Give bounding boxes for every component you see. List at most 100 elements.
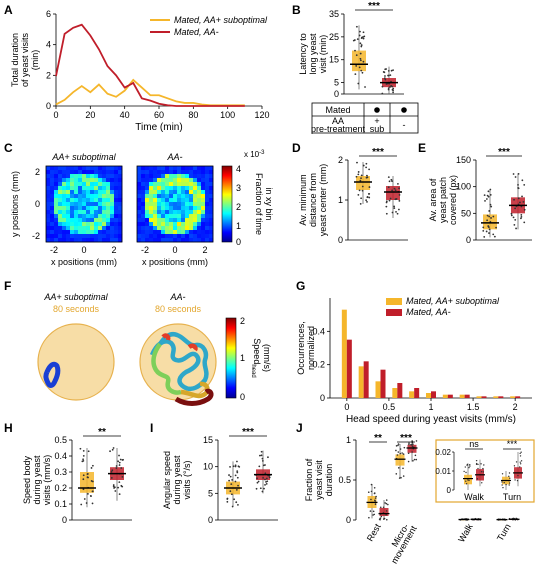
significance-label: *** (368, 1, 380, 12)
heatmap-cell (114, 226, 119, 231)
data-point (520, 217, 522, 220)
bar-series2 (431, 391, 436, 398)
heatmap-cell (201, 222, 206, 227)
data-point (408, 442, 410, 445)
heatmap-cell (90, 226, 95, 231)
y-axis-label-line: long yeast (308, 33, 318, 75)
data-point (121, 476, 124, 478)
heatmap-cell (177, 166, 182, 171)
heatmap-cell (98, 186, 103, 191)
heatmap-cell (165, 198, 170, 203)
heatmap-cell (102, 210, 107, 215)
heatmap-cell (193, 194, 198, 199)
trajectory-left-title: AA+ suboptimal (43, 292, 108, 302)
heatmap-cell (193, 206, 198, 211)
heatmap-cell (201, 210, 206, 215)
data-point (369, 510, 372, 512)
bar-series1 (375, 381, 381, 398)
panel-label-f: F (4, 279, 11, 293)
heatmap-cell (137, 222, 142, 227)
heatmap-cell (181, 166, 186, 171)
heatmap-cell (205, 182, 210, 187)
data-point (389, 86, 391, 88)
heatmap-cell (114, 206, 119, 211)
data-point (233, 498, 236, 501)
heatmap-cell (46, 226, 51, 231)
data-point (118, 464, 121, 466)
trajectory-left (43, 361, 61, 388)
data-point (366, 196, 369, 198)
heatmap-cell (173, 186, 178, 191)
colorbar-tick: 0 (236, 237, 241, 247)
heatmap-cell (165, 230, 170, 235)
heatmap-cell (137, 218, 142, 223)
data-point (392, 69, 394, 72)
data-point (367, 491, 370, 494)
heatmap-cell (161, 182, 166, 187)
heatmap-cell (94, 202, 99, 207)
data-point (357, 173, 360, 176)
data-point (82, 458, 84, 461)
heatmap-cell (185, 186, 190, 191)
heatmap-cell (78, 230, 83, 235)
y-axis-label-line: yeast center (mm) (318, 164, 328, 237)
heatmap-cell (94, 182, 99, 187)
data-point (523, 208, 526, 211)
data-point (91, 464, 94, 467)
heatmap-cell (78, 166, 83, 171)
legend-label: Mated, AA- (406, 307, 451, 317)
data-point (490, 217, 492, 219)
heatmap-cell (74, 210, 79, 215)
heatmap-cell (70, 178, 75, 183)
data-point (356, 38, 359, 40)
heatmap-cell (169, 234, 174, 239)
data-point (360, 174, 363, 177)
heatmap-cell (118, 230, 123, 235)
data-point (261, 460, 264, 462)
heatmap-cell (153, 178, 158, 183)
y-axis-label-line: normalized (306, 326, 316, 370)
heatmap-cell (165, 210, 170, 215)
y-tick-label: 4 (46, 40, 51, 50)
heatmap-cell (153, 194, 158, 199)
heatmap-cell (110, 238, 115, 243)
heatmap-cell (102, 186, 107, 191)
x-axis-label: Time (min) (135, 122, 182, 133)
inset-data-point (463, 470, 465, 473)
heatmap-cell (78, 222, 83, 227)
inset-data-point (517, 474, 519, 477)
heatmap-cell (157, 190, 162, 195)
table-sub: sub (370, 124, 385, 134)
heatmap-cell (141, 206, 146, 211)
heatmap-cell (62, 214, 67, 219)
heatmap-cell (185, 234, 190, 239)
heatmap-cell (161, 230, 166, 235)
heatmap-cell (169, 166, 174, 171)
x-tick-label: 0.5 (383, 402, 396, 412)
heatmap-xlabel: x positions (mm) (142, 257, 208, 267)
heatmap-cell (74, 194, 79, 199)
bar-series2 (414, 388, 420, 398)
heatmap-cell (145, 230, 150, 235)
heatmap-cell (205, 206, 210, 211)
inset-data-point (501, 473, 504, 475)
heatmap-cell (161, 186, 166, 191)
heatmap-ytick: 0 (35, 199, 40, 209)
legend-swatch (386, 298, 402, 305)
data-point (391, 189, 393, 192)
heatmap-cell (141, 170, 146, 175)
heatmap-cell (193, 214, 198, 219)
panel-label-b: B (292, 3, 301, 17)
heatmap-cell (185, 198, 190, 203)
heatmap-cell (118, 218, 123, 223)
heatmap-cell (50, 174, 55, 179)
heatmap-cell (70, 190, 75, 195)
heatmap-cell (177, 214, 182, 219)
data-point (373, 487, 376, 489)
table-minus: - (403, 120, 406, 130)
y-axis-label-line: Av. area of (428, 178, 438, 221)
heatmap-cell (106, 170, 111, 175)
data-point (368, 192, 371, 195)
heatmap-cell (62, 190, 67, 195)
heatmap-cell (185, 166, 190, 171)
